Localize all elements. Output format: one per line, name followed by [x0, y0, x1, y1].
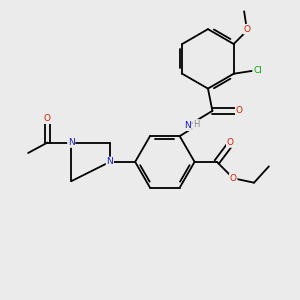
Text: N: N	[106, 158, 113, 166]
Text: O: O	[230, 174, 237, 183]
Text: O: O	[236, 106, 243, 116]
Text: O: O	[244, 25, 250, 34]
Text: O: O	[44, 114, 51, 123]
Text: N: N	[184, 121, 191, 130]
Text: H: H	[193, 120, 199, 129]
Text: Cl: Cl	[253, 66, 262, 75]
Text: N: N	[68, 138, 75, 147]
Text: O: O	[227, 138, 234, 147]
